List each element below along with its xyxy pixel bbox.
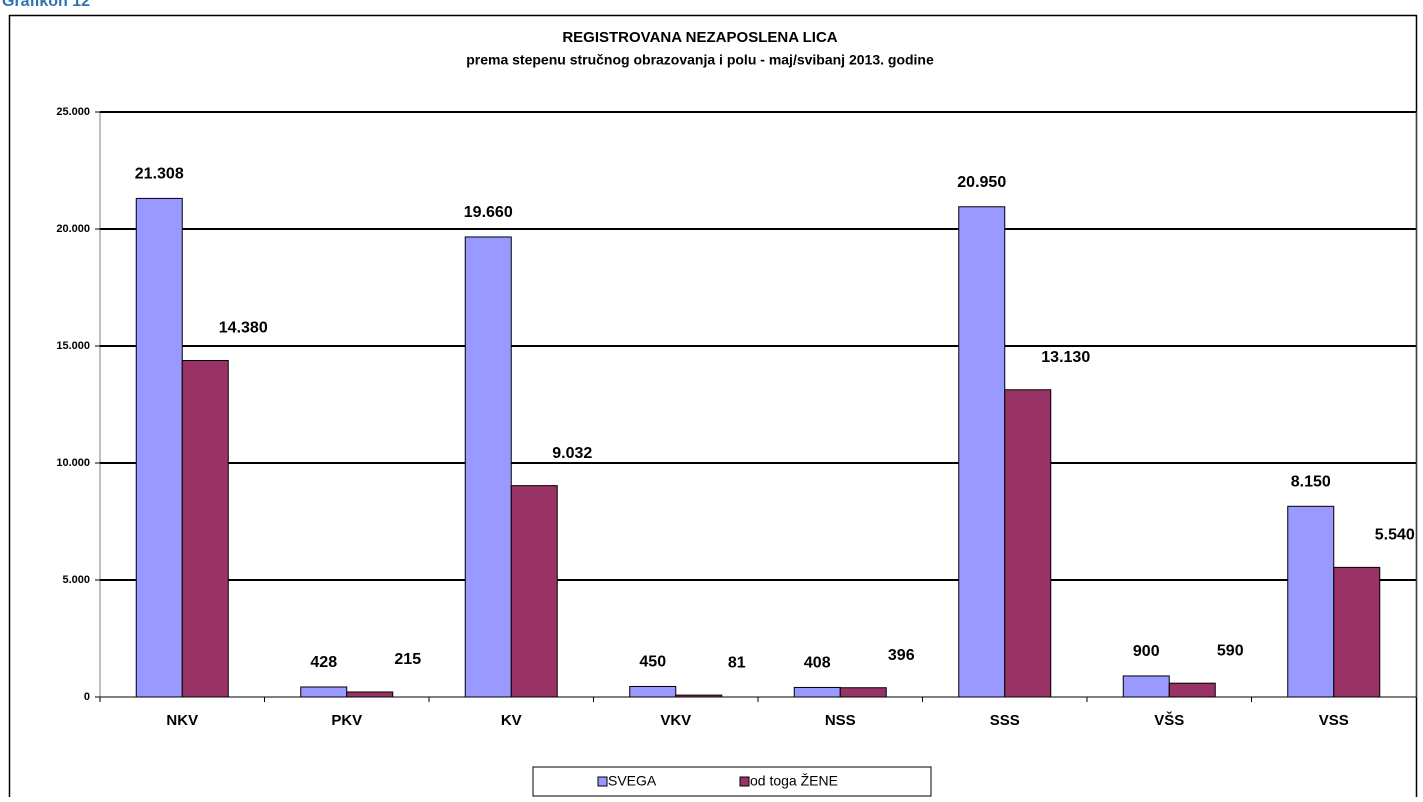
data-label: 428: [310, 654, 337, 671]
data-label: 396: [888, 647, 915, 664]
chart-title: REGISTROVANA NEZAPOSLENA LICA: [562, 29, 837, 46]
data-label: 900: [1133, 643, 1160, 660]
legend-swatch: [739, 776, 750, 787]
y-tick-label: 20.000: [56, 223, 90, 235]
y-tick-label: 0: [84, 691, 90, 703]
data-label: 215: [394, 651, 421, 668]
bar: [510, 485, 558, 698]
y-tick-label: 5.000: [62, 574, 90, 586]
data-label: 14.380: [219, 320, 268, 337]
bar: [346, 691, 394, 698]
bar: [1168, 682, 1216, 698]
legend-swatch: [597, 776, 608, 787]
bar: [181, 360, 229, 698]
data-label: 408: [804, 655, 831, 672]
x-tick-label: KV: [501, 712, 522, 729]
bar: [839, 687, 887, 698]
bar: [793, 686, 841, 698]
x-tick-label: VKV: [660, 712, 691, 729]
bar: [675, 694, 723, 698]
plot-area: [99, 111, 1417, 698]
y-tick-label: 10.000: [56, 457, 90, 469]
chart-subtitle: prema stepenu stručnog obrazovanja i pol…: [466, 52, 934, 68]
data-label: 21.308: [135, 166, 184, 183]
y-tick-label: 15.000: [56, 340, 90, 352]
data-label: 5.540: [1375, 527, 1415, 544]
legend: [532, 766, 932, 797]
bar: [300, 686, 348, 698]
x-tick-label: VSS: [1319, 712, 1349, 729]
legend-label: SVEGA: [608, 773, 657, 789]
bar: [958, 206, 1006, 698]
x-tick-label: SSS: [990, 712, 1020, 729]
x-tick-label: NKV: [166, 712, 198, 729]
data-label: 13.130: [1041, 349, 1090, 366]
data-label: 450: [639, 654, 666, 671]
bar: [464, 236, 512, 698]
data-label: 8.150: [1291, 474, 1331, 491]
bar: [1333, 566, 1381, 698]
data-label: 20.950: [957, 174, 1006, 191]
bar: [1004, 389, 1052, 698]
x-tick-label: PKV: [331, 712, 362, 729]
x-tick-label: NSS: [825, 712, 856, 729]
bar: [629, 685, 677, 698]
bar: [135, 197, 183, 698]
legend-label: od toga ŽENE: [750, 773, 838, 789]
bar: [1122, 675, 1170, 698]
x-tick-label: VŠS: [1154, 711, 1184, 729]
data-label: 81: [728, 654, 746, 671]
bar: [1287, 505, 1335, 698]
data-label: 19.660: [464, 204, 513, 221]
y-tick-label: 25.000: [56, 106, 90, 118]
data-label: 9.032: [552, 445, 592, 462]
heading: Grafikon 12: [2, 0, 90, 10]
data-label: 590: [1217, 642, 1244, 659]
